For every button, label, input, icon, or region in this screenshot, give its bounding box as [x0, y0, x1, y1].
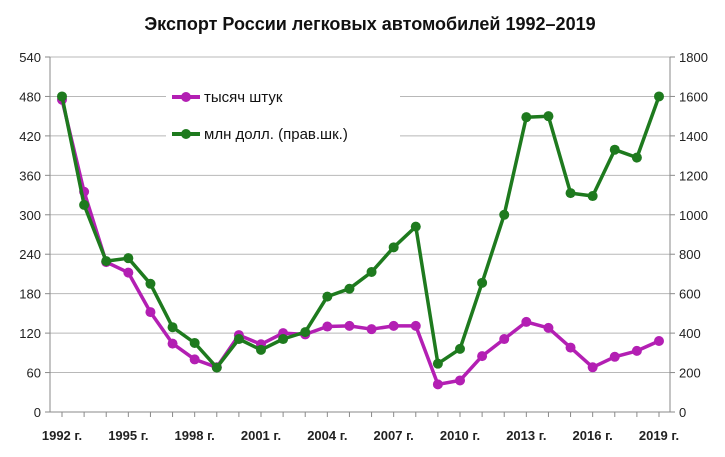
data-point-thousand-units	[499, 334, 509, 344]
left-axis-tick-label: 0	[34, 405, 41, 420]
x-axis-tick-label: 2010 г.	[440, 428, 480, 443]
data-point-million-usd	[566, 188, 576, 198]
x-axis-tick-label: 1995 г.	[108, 428, 148, 443]
data-point-million-usd	[521, 112, 531, 122]
right-axis-tick-label: 1200	[679, 168, 708, 183]
data-point-thousand-units	[588, 362, 598, 372]
data-point-thousand-units	[632, 346, 642, 356]
data-point-thousand-units	[389, 321, 399, 331]
data-point-thousand-units	[168, 339, 178, 349]
data-point-thousand-units	[521, 317, 531, 327]
data-point-million-usd	[300, 327, 310, 337]
data-point-thousand-units	[543, 323, 553, 333]
left-axis-tick-label: 240	[19, 247, 41, 262]
data-point-million-usd	[455, 344, 465, 354]
data-point-thousand-units	[190, 354, 200, 364]
data-point-million-usd	[433, 359, 443, 369]
data-point-thousand-units	[433, 379, 443, 389]
right-axis-tick-label: 200	[679, 366, 701, 381]
data-point-million-usd	[145, 279, 155, 289]
data-point-thousand-units	[477, 351, 487, 361]
left-axis-tick-label: 480	[19, 89, 41, 104]
right-axis-tick-label: 800	[679, 247, 701, 262]
x-axis-tick-label: 2016 г.	[573, 428, 613, 443]
data-point-million-usd	[168, 322, 178, 332]
data-point-million-usd	[411, 222, 421, 232]
data-point-million-usd	[79, 200, 89, 210]
x-axis-tick-label: 2001 г.	[241, 428, 281, 443]
data-point-million-usd	[101, 256, 111, 266]
legend-label-million-usd: млн долл. (прав.шк.)	[204, 126, 348, 143]
data-point-million-usd	[234, 334, 244, 344]
x-axis-tick-label: 1998 г.	[175, 428, 215, 443]
data-point-thousand-units	[610, 352, 620, 362]
data-point-million-usd	[499, 210, 509, 220]
data-point-million-usd	[389, 242, 399, 252]
data-point-million-usd	[190, 338, 200, 348]
data-point-million-usd	[588, 191, 598, 201]
data-point-million-usd	[322, 292, 332, 302]
data-point-thousand-units	[566, 343, 576, 353]
left-axis-tick-labels: 0 60 120 180 240 300 360 420 480 540	[19, 50, 41, 420]
left-axis-tick-label: 120	[19, 326, 41, 341]
data-point-million-usd	[212, 363, 222, 373]
x-axis-tick-label: 2004 г.	[307, 428, 347, 443]
data-point-thousand-units	[455, 375, 465, 385]
x-axis-tick-label: 1992 г.	[42, 428, 82, 443]
data-point-million-usd	[477, 278, 487, 288]
data-point-million-usd	[123, 253, 133, 263]
data-point-million-usd	[543, 111, 553, 121]
data-point-million-usd	[632, 153, 642, 163]
data-point-thousand-units	[322, 322, 332, 332]
right-axis-tick-label: 1400	[679, 129, 708, 144]
x-axis-tick-label: 2013 г.	[506, 428, 546, 443]
left-axis-tick-label: 360	[19, 168, 41, 183]
data-point-thousand-units	[344, 321, 354, 331]
right-axis-tick-label: 1600	[679, 89, 708, 104]
chart-title: Экспорт России легковых автомобилей 1992…	[144, 14, 595, 34]
legend-marker-million-usd	[181, 129, 191, 139]
data-point-million-usd	[256, 345, 266, 355]
left-axis-tick-label: 420	[19, 129, 41, 144]
data-point-million-usd	[57, 91, 67, 101]
data-point-thousand-units	[411, 321, 421, 331]
data-point-thousand-units	[145, 307, 155, 317]
left-axis-tick-label: 540	[19, 50, 41, 65]
legend-label-thousand-units: тысяч штук	[204, 89, 283, 106]
left-axis-tick-label: 300	[19, 208, 41, 223]
data-point-million-usd	[610, 145, 620, 155]
right-axis-tick-label: 1800	[679, 50, 708, 65]
data-point-million-usd	[278, 334, 288, 344]
data-point-thousand-units	[123, 268, 133, 278]
x-axis-tick-labels: 1992 г. 1995 г. 1998 г. 2001 г. 2004 г. 2007 …	[42, 428, 679, 443]
data-point-thousand-units	[367, 324, 377, 334]
data-point-thousand-units	[654, 336, 664, 346]
x-axis-tick-label: 2007 г.	[374, 428, 414, 443]
legend: тысяч штук млн долл. (прав.шк.)	[166, 80, 400, 150]
right-axis-tick-label: 1000	[679, 208, 708, 223]
right-axis-tick-labels: 0 200 400 600 800 1000 1200 1400 1600 1800	[679, 50, 708, 420]
legend-marker-thousand-units	[181, 92, 191, 102]
left-axis-tick-label: 60	[27, 366, 41, 381]
x-axis-tick-label: 2019 г.	[639, 428, 679, 443]
right-axis-tick-label: 400	[679, 326, 701, 341]
left-axis-tick-label: 180	[19, 287, 41, 302]
data-point-million-usd	[344, 284, 354, 294]
data-point-million-usd	[654, 91, 664, 101]
right-axis-tick-label: 600	[679, 287, 701, 302]
data-point-million-usd	[367, 267, 377, 277]
right-axis-tick-label: 0	[679, 405, 686, 420]
